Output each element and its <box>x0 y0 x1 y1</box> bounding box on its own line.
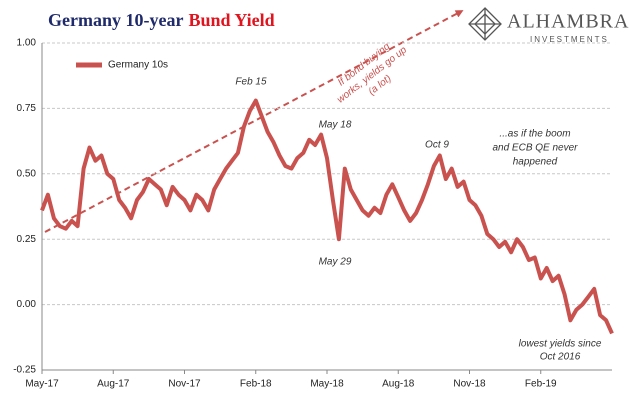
x-tick-label: May-18 <box>310 379 344 390</box>
annotation: Oct 9 <box>425 140 449 151</box>
x-tick-label: Aug-17 <box>97 379 130 390</box>
annotation: May 29 <box>319 257 352 268</box>
x-tick-label: Nov-17 <box>168 379 201 390</box>
x-tick-label: May-17 <box>25 379 59 390</box>
y-tick-label: 0.50 <box>17 168 37 179</box>
annotation: happened <box>513 157 558 168</box>
y-tick-label: -0.25 <box>13 365 36 376</box>
y-tick-label: 0.75 <box>17 103 37 114</box>
x-tick-label: Feb-19 <box>525 379 557 390</box>
annotation: ...as if the boom <box>499 129 570 140</box>
trend-arrow <box>44 10 464 233</box>
annotation-rotated: If bond buying works, yields go up (a lo… <box>335 41 409 106</box>
annotation: Oct 2016 <box>540 352 581 363</box>
annotation: and ECB QE never <box>492 143 578 154</box>
annotation: Feb 15 <box>235 77 267 88</box>
title-emphasis: Bund Yield <box>188 10 274 30</box>
logo-tagline: INVESTMENTS <box>530 35 609 44</box>
chart-title: Germany 10-year Bund Yield <box>48 10 275 30</box>
x-tick-label: Feb-18 <box>240 379 272 390</box>
y-tick-label: 1.00 <box>17 38 37 49</box>
legend-label: Germany 10s <box>108 60 168 71</box>
x-tick-label: Nov-18 <box>453 379 486 390</box>
annotation: lowest yields since <box>519 339 602 350</box>
x-tick-label: Aug-18 <box>382 379 415 390</box>
plot-area: 1.00 0.75 0.50 0.25 0.00 -0.25 May-17 Aug-17 Nov… <box>13 38 614 390</box>
logo-name: ALHAMBRA <box>507 11 629 33</box>
annotation: May 18 <box>319 120 352 131</box>
y-tick-label: 0.25 <box>17 234 37 245</box>
y-tick-label: 0.00 <box>17 299 37 310</box>
data-line <box>40 98 614 335</box>
logo-icon <box>468 7 502 41</box>
title-main: Germany 10-year <box>48 10 183 30</box>
